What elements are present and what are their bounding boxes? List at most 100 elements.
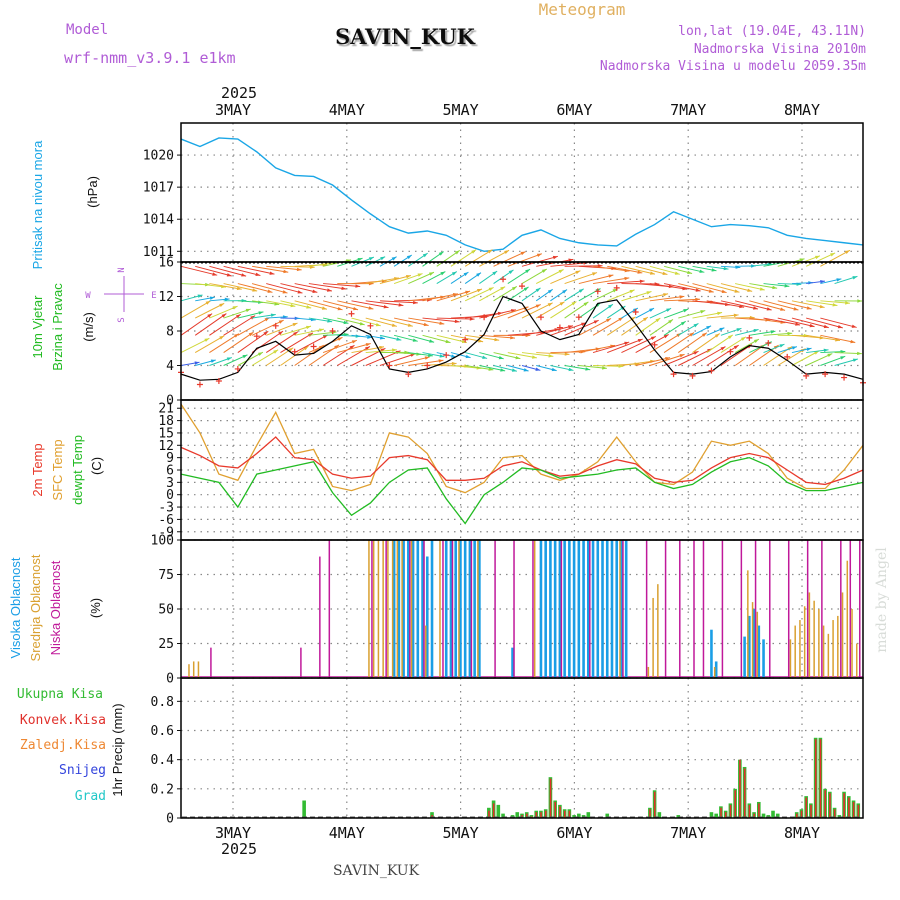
- wind-speed-line: [180, 295, 864, 381]
- precip-conv-bar: [814, 739, 817, 818]
- wind-arrow: [365, 349, 397, 354]
- wind-arrow: [308, 283, 347, 290]
- precip-conv-bar: [568, 810, 571, 818]
- y-tick-label: 12: [158, 439, 174, 454]
- wind-arrow: [791, 255, 821, 267]
- wind-arrow: [408, 359, 444, 366]
- wind-arrow: [280, 265, 315, 268]
- gust-marker: [215, 378, 222, 385]
- gust-marker: [537, 314, 544, 321]
- wind-arrow-head: [585, 367, 591, 371]
- wind-arrow-head: [827, 353, 833, 358]
- wind-arrow-head: [780, 307, 786, 311]
- wind-arrow: [450, 249, 477, 267]
- wind-arrow: [621, 360, 656, 366]
- wind-arrow: [322, 339, 357, 354]
- day-label: 3MAY: [215, 101, 251, 119]
- precip-ylabel: 1hr Precip (mm): [110, 703, 125, 796]
- wind-arrow: [223, 315, 256, 336]
- wind-arrow-head: [699, 269, 705, 273]
- wind-arrow: [408, 317, 445, 325]
- wind-arrow: [493, 251, 526, 267]
- wind-arrow-head: [649, 271, 655, 275]
- wind-arrow-head: [221, 313, 227, 318]
- gust-marker: [291, 348, 298, 355]
- legend-snow: Snijeg: [59, 763, 106, 778]
- wind-arrow-head: [391, 256, 397, 261]
- wind-arrow: [251, 283, 288, 294]
- wind-arrow-head: [351, 340, 357, 344]
- wind-arrow: [379, 353, 416, 366]
- wind-arrow-head: [465, 354, 471, 359]
- wind-arrow: [507, 253, 543, 267]
- wind-arrow: [692, 300, 730, 306]
- wind-arrow: [209, 305, 238, 319]
- temp-unit: (C): [89, 457, 104, 475]
- y-tick-label: 9: [166, 451, 174, 466]
- wind-arrow-head: [278, 331, 284, 336]
- wind-arrow-head: [547, 302, 553, 307]
- wind-arrow: [663, 265, 693, 275]
- wind-arrow-head: [210, 359, 216, 363]
- wind-arrow-head: [429, 339, 435, 343]
- wind-arrow-head: [665, 356, 671, 361]
- wind-arrow: [280, 283, 318, 293]
- wind-arrow: [649, 265, 680, 275]
- wind-arrow: [266, 300, 296, 307]
- wind-arrow-head: [258, 311, 264, 315]
- wind-arrow-head: [197, 294, 203, 298]
- wind-arrow: [806, 334, 841, 341]
- wind-arrow-head: [852, 358, 858, 362]
- wind-arrow-head: [700, 310, 706, 314]
- y-tick-label: 0.4: [151, 753, 175, 768]
- wind-arrow-head: [406, 255, 412, 260]
- wind-arrow: [223, 265, 261, 276]
- wind-arrow-head: [511, 286, 517, 291]
- cloud-panel: 0 25 50 75 100 Visoka Oblacnost Srednja Obla…: [8, 534, 863, 687]
- wind-arrow-head: [523, 368, 529, 372]
- wind-arrow: [195, 283, 227, 288]
- wind-arrow: [521, 352, 554, 357]
- wind-arrow: [251, 349, 279, 366]
- wind-arrow: [606, 316, 636, 336]
- wind-arrow-head: [646, 291, 652, 295]
- wind-arrow: [322, 344, 355, 366]
- gust-marker: [443, 352, 450, 359]
- wind-arrow-head: [423, 322, 429, 327]
- wind-arrow-head: [494, 337, 500, 342]
- wind-arrow-head: [337, 306, 343, 311]
- wind-arrow: [663, 332, 695, 353]
- day-label: 5MAY: [443, 824, 479, 842]
- wind-arrow: [564, 301, 589, 319]
- wind-arrow: [351, 300, 389, 309]
- y-tick-label: 0.6: [151, 724, 174, 739]
- precip-conv-bar: [720, 807, 722, 818]
- wind-arrow-head: [520, 251, 526, 256]
- wind-arrow-head: [663, 334, 669, 339]
- wind-arrow-head: [578, 288, 584, 293]
- wind-arrow: [464, 249, 493, 267]
- wind-arrow-head: [492, 271, 498, 276]
- wind-arrow-head: [719, 327, 725, 332]
- gust-marker: [386, 362, 393, 369]
- gust-marker: [481, 314, 488, 321]
- wind-arrow-head: [575, 270, 581, 275]
- wind-arrow: [237, 265, 275, 275]
- wind-arrow-head: [535, 287, 541, 293]
- legend-frozen: Zaledj.Kisa: [20, 738, 106, 753]
- y-tick-label: 1014: [143, 213, 174, 228]
- precip-conv-bar: [800, 810, 803, 818]
- wind-arrow-head: [655, 318, 661, 323]
- wind-arrow-head: [791, 346, 797, 350]
- precip-bars: [302, 737, 861, 818]
- wind-arrow-head: [535, 367, 541, 371]
- gust-marker: [367, 322, 374, 329]
- panel-frame: [180, 122, 864, 263]
- wind-arrow-head: [510, 309, 516, 313]
- wind-arrow-head: [341, 286, 347, 290]
- compass-n: N: [117, 267, 127, 272]
- wind-arrow: [635, 317, 661, 336]
- wind-arrow-head: [321, 306, 327, 310]
- wind-arrow: [180, 337, 210, 354]
- wind-arrow-head: [717, 311, 723, 316]
